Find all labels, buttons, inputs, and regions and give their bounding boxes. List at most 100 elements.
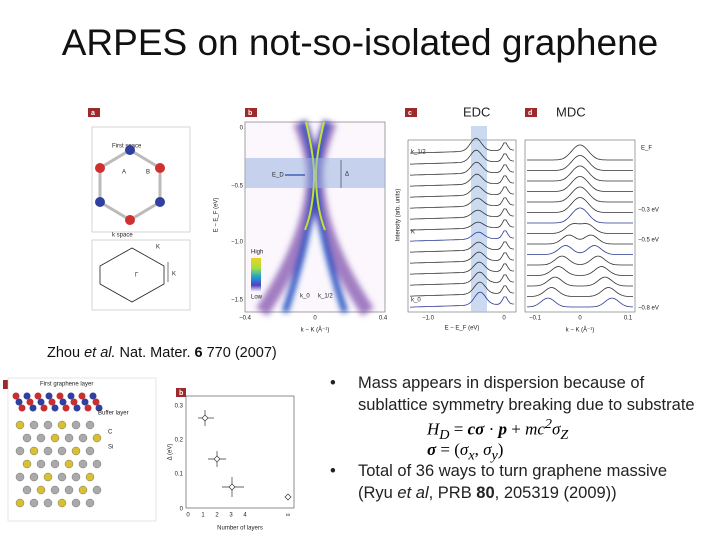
atom <box>92 459 102 469</box>
curve <box>527 245 633 255</box>
x-axis-label: k − K (Å⁻¹) <box>301 327 330 334</box>
atom <box>29 498 39 508</box>
hexagon <box>98 148 162 222</box>
atom <box>22 485 32 495</box>
atom <box>62 404 70 412</box>
equation: σ = (σx, σy) <box>427 440 503 464</box>
atom <box>78 392 86 400</box>
curve <box>527 287 633 297</box>
atom <box>85 420 95 430</box>
bullet: • Total of 36 ways to turn graphene mass… <box>330 460 706 504</box>
annotation: E_F <box>641 146 652 152</box>
atom <box>57 472 67 482</box>
atom <box>15 398 23 406</box>
eq-part: y <box>491 447 498 464</box>
eq-part: p <box>498 419 508 439</box>
eq-part: σ <box>459 440 469 459</box>
y-tick-label: 0.1 <box>175 472 184 478</box>
atom <box>85 498 95 508</box>
layer-label: Buffer layer <box>98 411 129 417</box>
text: , 205319 (2009)) <box>494 484 617 502</box>
curve <box>527 255 633 266</box>
atom <box>29 420 39 430</box>
curve <box>410 291 515 308</box>
frame <box>91 126 191 233</box>
edc-curves <box>410 137 515 308</box>
eq-part: x <box>468 447 475 464</box>
atom <box>92 398 100 406</box>
atom <box>56 392 64 400</box>
curve <box>410 261 515 275</box>
panel-label: c <box>408 110 412 117</box>
atom <box>70 398 78 406</box>
atom <box>85 446 95 456</box>
atom <box>78 459 88 469</box>
x-tick-label: 0 <box>578 316 582 322</box>
bullet: • Mass appears in dispersion because of … <box>330 372 706 416</box>
curve <box>410 173 515 187</box>
curve <box>527 176 633 192</box>
atom <box>15 420 25 430</box>
text: Total of 36 ways to turn graphene massiv… <box>358 462 668 502</box>
point-label: K <box>156 245 160 251</box>
atom <box>43 420 53 430</box>
x-axis-label: Number of layers <box>217 526 263 532</box>
curve <box>527 186 633 203</box>
atom <box>125 215 135 225</box>
eq-part: · <box>484 419 499 439</box>
atom <box>50 485 60 495</box>
atom <box>89 392 97 400</box>
atom <box>73 404 81 412</box>
curve <box>527 223 633 234</box>
plot-frame <box>524 139 636 313</box>
eq-part: σ <box>552 419 561 439</box>
curve <box>410 281 515 297</box>
site-label: A <box>122 170 126 176</box>
atom <box>92 485 102 495</box>
atom <box>71 498 81 508</box>
eq-part: cσ <box>467 419 485 439</box>
panel-c: c EDC k_1/2 K k_0 Intensity (arb. units)… <box>396 104 517 332</box>
panel-label-box <box>3 380 8 389</box>
atom <box>12 392 20 400</box>
x-tick-label: −0.4 <box>239 316 252 322</box>
atoms <box>95 145 165 225</box>
y-tick-label: −1.5 <box>231 298 244 304</box>
eq-part: σ <box>483 440 492 459</box>
atom <box>78 485 88 495</box>
curve <box>527 144 633 161</box>
curve <box>410 251 515 264</box>
atom <box>48 398 56 406</box>
atom <box>84 404 92 412</box>
atom <box>71 420 81 430</box>
annotation: k_0 <box>411 298 421 304</box>
text: 6 <box>194 345 203 361</box>
panel-label-box <box>525 108 537 117</box>
y-axis-label: Intensity (arb. units) <box>396 189 402 242</box>
bottom-figure: First graphene layer Buffer layer C Si b… <box>3 377 295 532</box>
text: Nat. Mater. <box>115 345 195 361</box>
eq-part: = ( <box>436 440 460 459</box>
atom <box>36 433 46 443</box>
x-tick-label: 0 <box>502 316 506 322</box>
frame <box>91 239 191 311</box>
eq-part: Z <box>560 427 569 444</box>
atom <box>29 404 37 412</box>
annotation: −0.3 eV <box>638 208 659 214</box>
equation: HD = cσ · p + mc2σZ <box>427 416 568 444</box>
atom <box>26 398 34 406</box>
point-label: K <box>172 272 176 278</box>
crystal <box>12 392 103 508</box>
atom <box>92 433 102 443</box>
x-tick-label: 1 <box>201 513 205 519</box>
atom <box>15 472 25 482</box>
atom <box>155 197 165 207</box>
text: 80 <box>476 484 495 502</box>
curve <box>527 207 633 224</box>
panel-heading: EDC <box>463 104 490 119</box>
layer-label: First graphene layer <box>40 382 93 388</box>
color-bar-label: Low <box>251 295 263 301</box>
color-bar-label: High <box>251 250 263 256</box>
panel-label: b <box>248 110 252 117</box>
